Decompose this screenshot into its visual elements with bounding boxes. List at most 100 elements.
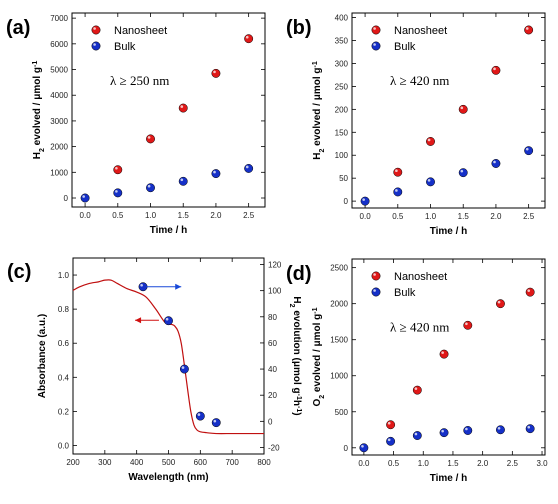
series-bulk (80, 164, 254, 203)
x-tick-label: 1.5 (178, 211, 190, 220)
legend-marker (371, 287, 381, 297)
data-point (496, 299, 505, 309)
data-point (211, 418, 221, 428)
data-point (211, 169, 221, 179)
y-tick-label: 1000 (330, 372, 348, 381)
y-tick-label: 3000 (50, 117, 68, 126)
y-tick-label: 1000 (50, 168, 68, 177)
right-axis-arrowhead (175, 283, 182, 290)
x-tick-label: 0.5 (392, 212, 404, 221)
y-tick-label: 5000 (50, 66, 68, 75)
x-tick-label: 1.5 (458, 212, 470, 221)
legend-label: Bulk (394, 41, 416, 53)
left-axis-arrowhead (135, 317, 142, 324)
data-point (412, 385, 422, 395)
x-tick-label: 400 (130, 458, 144, 467)
data-point (412, 431, 422, 440)
plot-frame (71, 12, 266, 208)
panel-label: (c) (7, 261, 31, 283)
data-point (179, 364, 189, 374)
legend-label: Nanosheet (394, 271, 447, 283)
x-axis-label: Wavelength (nm) (128, 472, 208, 483)
data-point (244, 164, 254, 173)
y-tick-label: 0 (344, 197, 349, 206)
x-tick-label: 1.5 (447, 459, 459, 468)
y-tick-label: 0.4 (58, 373, 70, 382)
data-point (211, 68, 221, 78)
series-bulk (359, 424, 535, 453)
x-tick-label: 2.5 (523, 212, 535, 221)
x-tick-label: 0.0 (358, 459, 370, 468)
data-point (146, 134, 155, 144)
legend-marker (91, 25, 101, 35)
x-axis-label: Time / h (430, 473, 468, 484)
panel-c: 200 300 400 500 600 700 8000.00.20.40.60.81.0W… (7, 257, 303, 483)
x-tick-label: 3.0 (536, 459, 548, 468)
y-tick-label: 350 (335, 37, 349, 46)
y-tick-label: 0.2 (58, 407, 70, 416)
x-axis-label: Time / h (430, 226, 468, 237)
x-tick-label: 0.5 (112, 211, 124, 220)
data-point (463, 320, 473, 330)
panel-d: 0.0 0.5 1.0 1.5 2.0 2.5 3.0 0 500 1000 1500 2000 250… (286, 258, 548, 484)
data-point (525, 287, 535, 297)
data-point (164, 316, 173, 326)
data-point (360, 196, 370, 206)
y-tick-label: 2000 (50, 143, 68, 152)
x-tick-label: 300 (98, 458, 112, 467)
y-tick-label: 50 (339, 174, 348, 183)
data-point (386, 436, 396, 446)
y-tick-label: 150 (335, 128, 349, 137)
legend-label: Bulk (114, 41, 136, 53)
y-tick-label: 0.8 (58, 305, 70, 314)
series-nanosheet (113, 34, 254, 175)
y-tick-label: 0.0 (58, 441, 70, 450)
y-tick-label: 0 (64, 194, 69, 203)
y-tick-label: 0 (344, 444, 349, 453)
panel-b: 0.0 0.5 1.0 1.5 2.0 2.5 0 50 100 150 200 250 300 350 4… (286, 12, 546, 237)
x-tick-label: 1.0 (425, 212, 437, 221)
y-tick-label: 400 (335, 14, 349, 23)
data-point (458, 168, 468, 178)
y-tick-label: 0.6 (58, 339, 70, 348)
data-point (244, 34, 254, 44)
x-tick-label: 500 (162, 458, 176, 467)
data-point (386, 420, 396, 430)
y-tick-label: 100 (335, 151, 349, 160)
wavelength-annotation: λ ≥ 420 nm (390, 320, 449, 335)
legend-marker (91, 41, 101, 51)
panel-label: (a) (6, 17, 30, 39)
y-right-tick-label: -20 (268, 443, 280, 452)
x-tick-label: 1.0 (145, 211, 157, 220)
y-tick-label: 1500 (330, 336, 348, 345)
y-tick-label: 300 (335, 59, 349, 68)
x-tick-label: 0.5 (388, 459, 400, 468)
x-tick-label: 200 (66, 458, 80, 467)
x-tick-label: 600 (194, 458, 208, 467)
y-tick-label: 2000 (330, 300, 348, 309)
data-point (426, 177, 435, 187)
data-point (491, 159, 501, 168)
data-point (195, 411, 205, 421)
legend-label: Nanosheet (114, 25, 167, 37)
legend-marker (371, 41, 381, 51)
x-tick-label: 0.0 (80, 211, 92, 220)
data-point (426, 137, 435, 146)
y-tick-label: 6000 (50, 40, 68, 49)
x-tick-label: 800 (257, 458, 271, 467)
y-tick-label: 7000 (50, 14, 68, 23)
data-point (359, 443, 369, 453)
y-right-tick-label: 0 (268, 417, 273, 426)
data-point (393, 167, 403, 177)
x-tick-label: 2.5 (243, 211, 255, 220)
data-point (439, 349, 449, 359)
y-right-tick-label: 20 (268, 391, 277, 400)
absorbance-curve (72, 279, 264, 435)
y-axis-label: O2 evolved / μmol g-1 (312, 307, 326, 406)
y-tick-label: 500 (335, 408, 349, 417)
plot-frame (351, 258, 546, 456)
x-tick-label: 2.5 (507, 459, 519, 468)
series-h2-evolution (138, 282, 221, 428)
data-point (178, 103, 188, 113)
data-point (463, 426, 473, 435)
